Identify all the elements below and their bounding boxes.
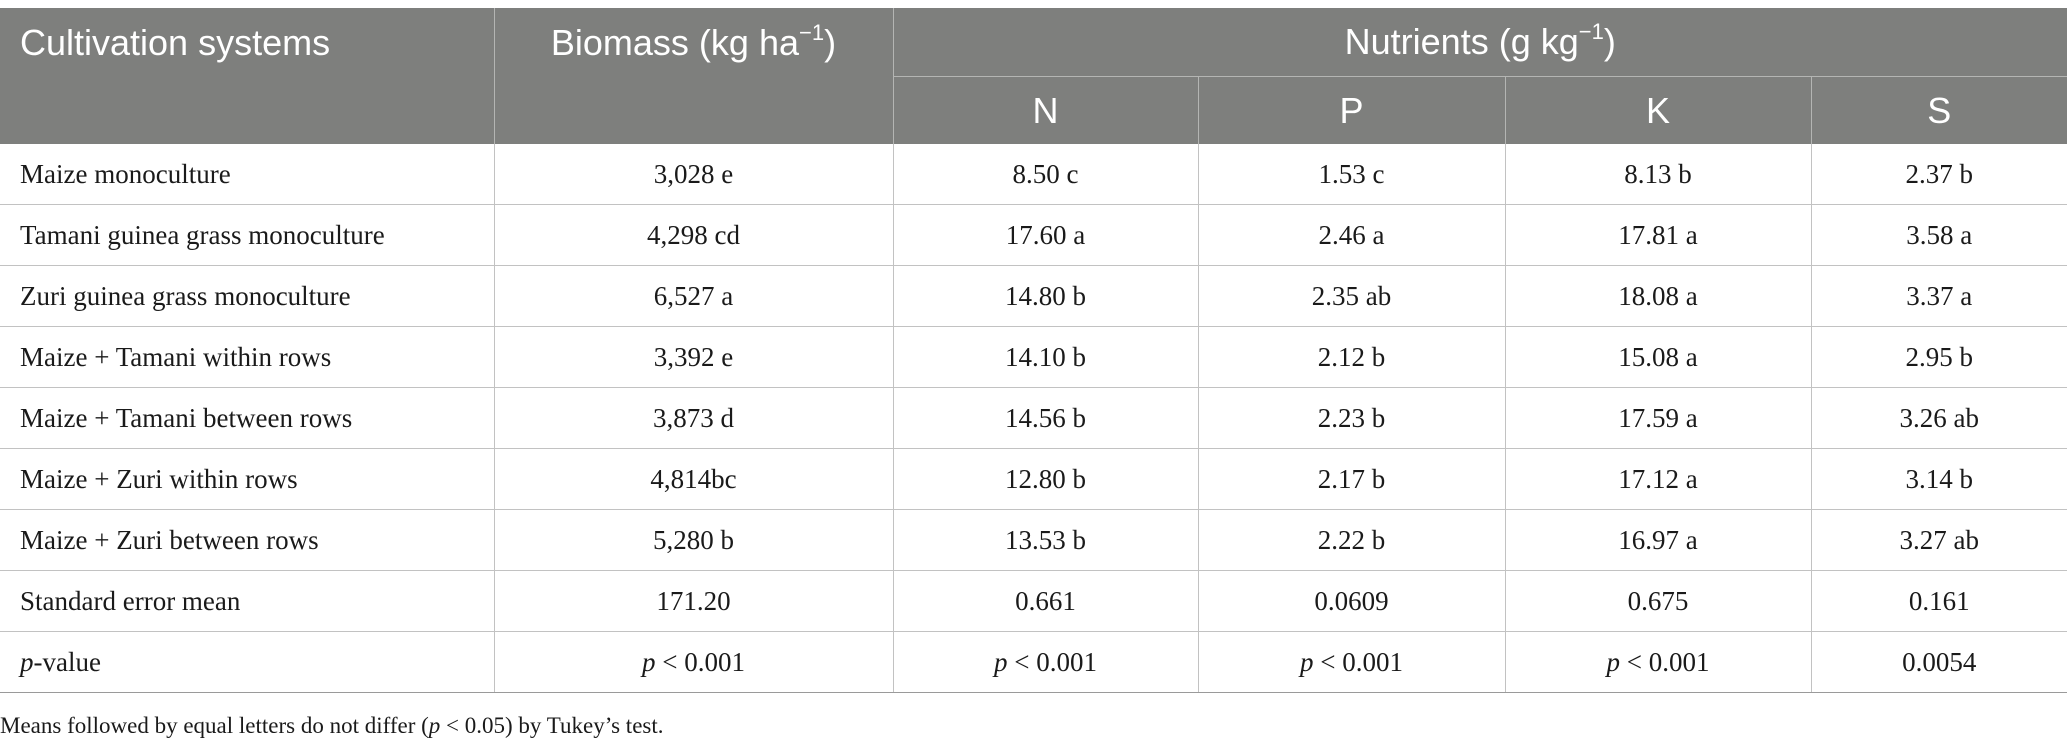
table-header: Cultivation systems Biomass (kg ha−1) Nu… [0, 8, 2067, 144]
cell-s: 0.161 [1811, 570, 2067, 632]
table-row-standard-error: Standard error mean 171.20 0.661 0.0609 … [0, 570, 2067, 632]
cell-s: 3.14 b [1811, 448, 2067, 510]
cell-system: Zuri guinea grass monoculture [0, 265, 495, 327]
cell-p: 2.23 b [1198, 387, 1506, 449]
results-table-container: Cultivation systems Biomass (kg ha−1) Nu… [0, 8, 2067, 693]
cell-p-value-label: p-value [0, 631, 495, 693]
header-p: P [1198, 76, 1506, 144]
cell-n: 17.60 a [893, 204, 1199, 266]
cell-n: 13.53 b [893, 509, 1199, 571]
cell-k: p < 0.001 [1505, 631, 1812, 693]
table-row: Maize + Zuri within rows 4,814bc 12.80 b… [0, 448, 2067, 510]
cell-biomass: 4,814bc [494, 448, 894, 510]
cell-p: 2.22 b [1198, 509, 1506, 571]
cell-n: 14.10 b [893, 326, 1199, 388]
cell-biomass: 6,527 a [494, 265, 894, 327]
cell-s: 3.58 a [1811, 204, 2067, 266]
table-row: Zuri guinea grass monoculture 6,527 a 14… [0, 265, 2067, 327]
cell-biomass: 3,028 e [494, 144, 894, 205]
cell-s: 3.27 ab [1811, 509, 2067, 571]
table-row: Maize + Tamani within rows 3,392 e 14.10… [0, 326, 2067, 388]
cell-k: 16.97 a [1505, 509, 1812, 571]
cell-k: 15.08 a [1505, 326, 1812, 388]
table-row: Maize + Tamani between rows 3,873 d 14.5… [0, 387, 2067, 449]
header-biomass: Biomass (kg ha−1) [494, 8, 894, 144]
cell-s: 3.37 a [1811, 265, 2067, 327]
results-table: Cultivation systems Biomass (kg ha−1) Nu… [0, 8, 2067, 693]
cell-system: Maize + Tamani within rows [0, 326, 495, 388]
cell-k: 0.675 [1505, 570, 1812, 632]
table-body: Maize monoculture 3,028 e 8.50 c 1.53 c … [0, 144, 2067, 693]
cell-n: p < 0.001 [893, 631, 1199, 693]
header-n: N [893, 76, 1199, 144]
cell-n: 0.661 [893, 570, 1199, 632]
header-s: S [1811, 76, 2067, 144]
header-cultivation-systems: Cultivation systems [0, 8, 495, 144]
cell-s: 0.0054 [1811, 631, 2067, 693]
cell-system: Standard error mean [0, 570, 495, 632]
cell-n: 14.56 b [893, 387, 1199, 449]
cell-biomass: 3,873 d [494, 387, 894, 449]
cell-p: 1.53 c [1198, 144, 1506, 205]
cell-biomass: 5,280 b [494, 509, 894, 571]
cell-k: 17.81 a [1505, 204, 1812, 266]
cell-system: Maize monoculture [0, 144, 495, 205]
cell-p: 2.17 b [1198, 448, 1506, 510]
header-nutrients: Nutrients (g kg−1) [893, 8, 2067, 77]
cell-n: 14.80 b [893, 265, 1199, 327]
table-row: Maize monoculture 3,028 e 8.50 c 1.53 c … [0, 144, 2067, 205]
table-row: Maize + Zuri between rows 5,280 b 13.53 … [0, 509, 2067, 571]
table-row-p-value: p-value p < 0.001 p < 0.001 p < 0.001 p … [0, 631, 2067, 693]
table-row: Tamani guinea grass monoculture 4,298 cd… [0, 204, 2067, 266]
cell-k: 17.12 a [1505, 448, 1812, 510]
cell-s: 2.95 b [1811, 326, 2067, 388]
cell-p: 2.35 ab [1198, 265, 1506, 327]
cell-n: 8.50 c [893, 144, 1199, 205]
table-footnote: Means followed by equal letters do not d… [0, 713, 664, 738]
cell-system: Tamani guinea grass monoculture [0, 204, 495, 266]
cell-system: Maize + Zuri within rows [0, 448, 495, 510]
cell-biomass: p < 0.001 [494, 631, 894, 693]
cell-p: 0.0609 [1198, 570, 1506, 632]
cell-p: 2.12 b [1198, 326, 1506, 388]
cell-p: p < 0.001 [1198, 631, 1506, 693]
cell-k: 8.13 b [1505, 144, 1812, 205]
cell-biomass: 171.20 [494, 570, 894, 632]
cell-biomass: 3,392 e [494, 326, 894, 388]
cell-k: 18.08 a [1505, 265, 1812, 327]
cell-n: 12.80 b [893, 448, 1199, 510]
cell-p: 2.46 a [1198, 204, 1506, 266]
header-k: K [1505, 76, 1812, 144]
cell-s: 2.37 b [1811, 144, 2067, 205]
cell-s: 3.26 ab [1811, 387, 2067, 449]
cell-k: 17.59 a [1505, 387, 1812, 449]
cell-system: Maize + Tamani between rows [0, 387, 495, 449]
cell-system: Maize + Zuri between rows [0, 509, 495, 571]
cell-biomass: 4,298 cd [494, 204, 894, 266]
